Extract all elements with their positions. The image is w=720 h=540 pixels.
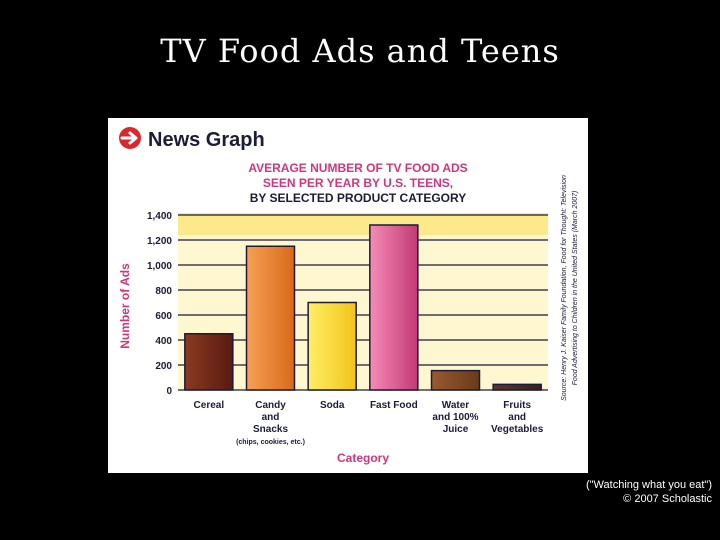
y-tick-label: 1,200 xyxy=(147,236,172,247)
bar-candy-and-snacks xyxy=(245,245,296,391)
y-axis-label: Number of Ads xyxy=(118,263,132,349)
x-axis-label: Category xyxy=(337,451,389,465)
slide-title: TV Food Ads and Teens xyxy=(160,32,560,70)
bar-cereal xyxy=(184,333,234,391)
x-tick-label: Candy xyxy=(255,400,286,411)
x-tick-label: Soda xyxy=(320,400,345,411)
x-tick-label: and xyxy=(508,412,526,423)
chart-figure: News Graph AVERAGE NUMBER OF TV FOOD ADS… xyxy=(108,118,588,473)
chart-title-line-2: SEEN PER YEAR BY U.S. TEENS, xyxy=(263,176,453,190)
chart-title-line-3: BY SELECTED PRODUCT CATEGORY xyxy=(250,191,466,205)
source-line-1: Source: Henry J. Kaiser Family Foundatio… xyxy=(561,175,568,401)
source-line-2: Food Advertising to Children in the Unit… xyxy=(572,191,579,386)
bar-fast-food xyxy=(369,224,419,391)
caption-source: ("Watching what you eat") xyxy=(585,479,712,491)
y-tick-label: 0 xyxy=(166,386,172,397)
x-tick-label: Cereal xyxy=(194,400,225,411)
bar-fruits-and-vegetables xyxy=(492,383,542,391)
y-tick-label: 600 xyxy=(155,311,172,322)
x-tick-label: Juice xyxy=(443,424,469,435)
brand-label: News Graph xyxy=(148,129,265,151)
x-tick-label: Vegetables xyxy=(491,424,544,435)
caption-copyright: © 2007 Scholastic xyxy=(623,493,712,505)
chart-title-line-1: AVERAGE NUMBER OF TV FOOD ADS xyxy=(248,161,467,175)
plot-band-top xyxy=(178,213,548,235)
bar-water-and-100-juice xyxy=(430,369,481,391)
x-tick-note: (chips, cookies, etc.) xyxy=(236,439,305,446)
x-tick-label: and 100% xyxy=(432,412,478,423)
y-tick-label: 200 xyxy=(155,361,172,372)
y-tick-label: 1,000 xyxy=(147,261,172,272)
x-tick-label: Fast Food xyxy=(370,400,418,411)
y-tick-label: 400 xyxy=(155,336,172,347)
x-tick-label: Fruits xyxy=(503,400,531,411)
plot-band-body xyxy=(178,235,548,390)
x-tick-label: Snacks xyxy=(253,424,288,435)
y-tick-label: 800 xyxy=(155,286,172,297)
bar-soda xyxy=(307,301,357,391)
arrow-circle-icon xyxy=(119,127,141,149)
chart-svg: News Graph AVERAGE NUMBER OF TV FOOD ADS… xyxy=(118,127,579,465)
x-tick-label: and xyxy=(262,412,280,423)
x-tick-label: Water xyxy=(442,400,470,411)
caption: ("Watching what you eat") © 2007 Scholas… xyxy=(586,478,712,506)
y-tick-label: 1,400 xyxy=(147,211,172,222)
